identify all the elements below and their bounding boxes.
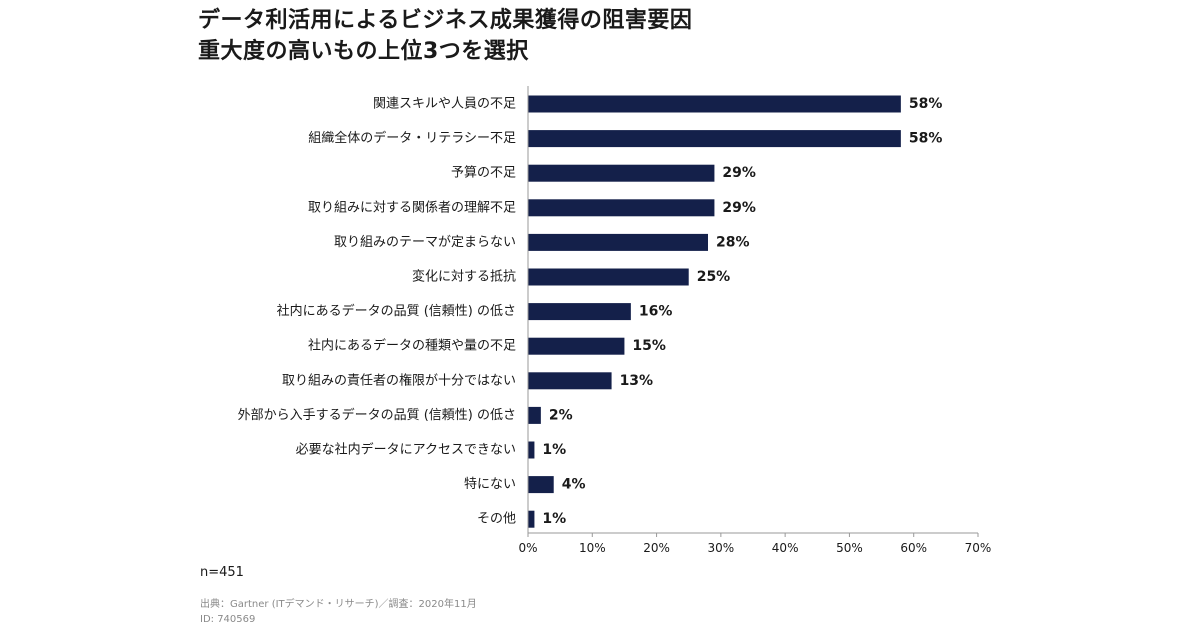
value-label: 2%	[549, 407, 573, 423]
category-label: 組織全体のデータ・リテラシー不足	[308, 130, 516, 146]
bar	[528, 441, 535, 459]
category-label: 社内にあるデータの種類や量の不足	[308, 338, 516, 354]
bar	[528, 199, 715, 217]
bar	[528, 303, 631, 321]
source-note: 出典：Gartner (ITデマンド・リサーチ)／調査：2020年11月 ID:…	[200, 597, 477, 627]
value-label: 25%	[697, 269, 731, 285]
bar	[528, 510, 535, 528]
bar	[528, 233, 708, 251]
x-tick-label: 20%	[643, 541, 670, 555]
category-label: 社内にあるデータの品質 (信頼性) の低さ	[277, 303, 516, 319]
category-label: 取り組みの責任者の権限が十分ではない	[282, 372, 516, 388]
category-label: 関連スキルや人員の不足	[373, 97, 516, 112]
value-label: 4%	[562, 477, 586, 493]
x-tick-label: 60%	[900, 541, 927, 555]
bar	[528, 476, 554, 494]
category-label: 外部から入手するデータの品質 (信頼性) の低さ	[238, 407, 516, 423]
sample-size-note: n=451	[200, 565, 244, 580]
category-label: 取り組みのテーマが定まらない	[334, 235, 516, 250]
bar	[528, 372, 612, 390]
category-label: 取り組みに対する関係者の理解不足	[308, 200, 516, 215]
chart-title: データ利活用によるビジネス成果獲得の阻害要因 重大度の高いもの上位3つを選択	[198, 5, 692, 67]
x-tick-label: 50%	[836, 541, 863, 555]
id-line: ID: 740569	[200, 614, 256, 625]
x-tick-label: 0%	[518, 541, 537, 555]
source-line: 出典：Gartner (ITデマンド・リサーチ)／調査：2020年11月	[200, 599, 477, 610]
value-label: 29%	[722, 165, 756, 181]
bar	[528, 95, 901, 113]
x-tick-label: 70%	[965, 541, 992, 555]
bar	[528, 268, 689, 286]
value-label: 16%	[639, 304, 673, 320]
value-label: 28%	[716, 234, 750, 250]
value-label: 58%	[909, 96, 943, 112]
title-line-2: 重大度の高いもの上位3つを選択	[198, 39, 529, 64]
x-tick-label: 30%	[708, 541, 735, 555]
value-label: 1%	[542, 442, 566, 458]
bar	[528, 337, 625, 355]
value-label: 29%	[722, 200, 756, 216]
category-label: 変化に対する抵抗	[412, 269, 516, 285]
x-tick-label: 40%	[772, 541, 799, 555]
value-label: 15%	[632, 338, 666, 354]
bar	[528, 164, 715, 182]
category-label: 特にない	[464, 477, 516, 492]
category-label: 予算の不足	[451, 166, 516, 181]
bar	[528, 130, 901, 148]
value-label: 58%	[909, 131, 943, 147]
value-label: 13%	[620, 373, 654, 389]
category-label: 必要な社内データにアクセスできない	[296, 442, 516, 458]
title-line-1: データ利活用によるビジネス成果獲得の阻害要因	[198, 8, 693, 33]
category-label: その他	[477, 512, 516, 527]
x-tick-label: 10%	[579, 541, 606, 555]
value-label: 1%	[542, 511, 566, 527]
bar	[528, 406, 541, 424]
